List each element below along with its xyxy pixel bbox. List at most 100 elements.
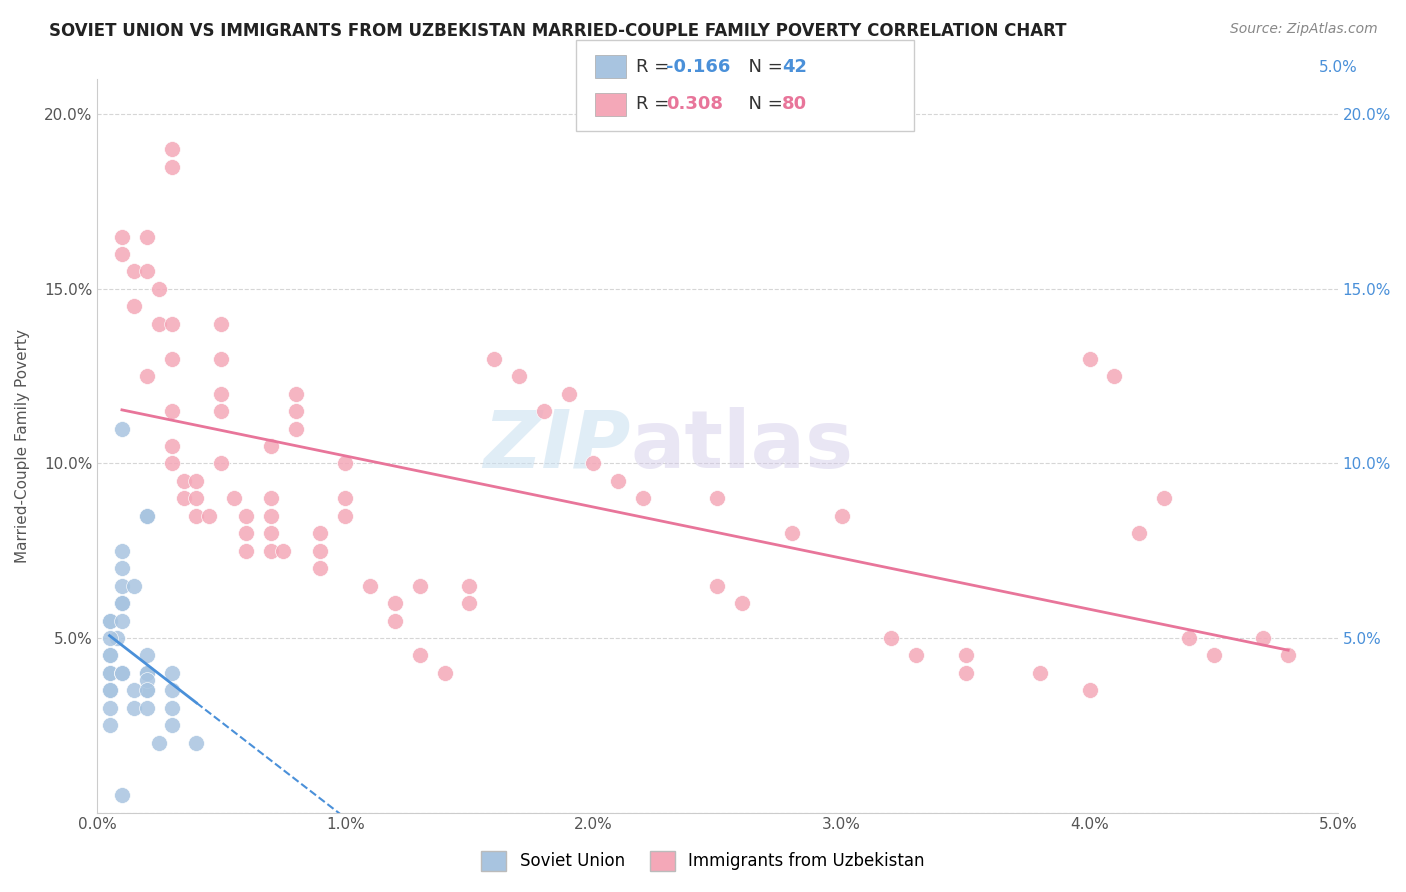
Text: ZIP: ZIP	[484, 407, 631, 485]
Point	[186, 474, 208, 488]
Point	[1253, 631, 1275, 645]
Point	[111, 596, 134, 610]
Point	[955, 648, 977, 663]
Point	[111, 665, 134, 680]
Text: SOVIET UNION VS IMMIGRANTS FROM UZBEKISTAN MARRIED-COUPLE FAMILY POVERTY CORRELA: SOVIET UNION VS IMMIGRANTS FROM UZBEKIST…	[49, 22, 1067, 40]
Point	[209, 386, 232, 401]
Point	[111, 665, 134, 680]
Point	[160, 404, 183, 418]
Point	[148, 282, 170, 296]
Point	[260, 508, 283, 523]
Point	[160, 683, 183, 698]
Point	[235, 526, 257, 541]
Point	[533, 404, 555, 418]
Text: Source: ZipAtlas.com: Source: ZipAtlas.com	[1230, 22, 1378, 37]
Point	[173, 474, 195, 488]
Point	[135, 369, 157, 384]
Point	[1277, 648, 1299, 663]
Point	[105, 631, 128, 645]
Point	[98, 683, 121, 698]
Point	[98, 614, 121, 628]
Point	[235, 543, 257, 558]
Point	[160, 718, 183, 732]
Point	[160, 351, 183, 366]
Point	[111, 421, 134, 435]
Point	[111, 614, 134, 628]
Point	[458, 579, 481, 593]
Point	[284, 386, 307, 401]
Point	[335, 491, 357, 506]
Point	[384, 614, 406, 628]
Point	[557, 386, 579, 401]
Point	[271, 543, 294, 558]
Point	[148, 736, 170, 750]
Point	[260, 491, 283, 506]
Point	[309, 543, 332, 558]
Text: -0.166: -0.166	[666, 58, 731, 76]
Point	[284, 404, 307, 418]
Point	[135, 648, 157, 663]
Point	[98, 683, 121, 698]
Point	[1029, 665, 1052, 680]
Point	[111, 543, 134, 558]
Point	[124, 264, 146, 278]
Point	[160, 457, 183, 471]
Point	[706, 579, 728, 593]
Text: R =: R =	[636, 95, 675, 113]
Point	[433, 665, 456, 680]
Point	[335, 508, 357, 523]
Point	[359, 579, 381, 593]
Point	[209, 317, 232, 331]
Point	[135, 701, 157, 715]
Point	[148, 317, 170, 331]
Point	[124, 701, 146, 715]
Point	[706, 491, 728, 506]
Point	[135, 508, 157, 523]
Point	[508, 369, 530, 384]
Point	[631, 491, 654, 506]
Point	[173, 491, 195, 506]
Point	[1078, 351, 1101, 366]
Text: 42: 42	[782, 58, 807, 76]
Point	[98, 648, 121, 663]
Legend: Soviet Union, Immigrants from Uzbekistan: Soviet Union, Immigrants from Uzbekistan	[472, 842, 934, 880]
Point	[124, 579, 146, 593]
Point	[384, 596, 406, 610]
Point	[309, 526, 332, 541]
Text: N =: N =	[737, 95, 789, 113]
Point	[160, 142, 183, 156]
Point	[135, 508, 157, 523]
Y-axis label: Married-Couple Family Poverty: Married-Couple Family Poverty	[15, 329, 30, 563]
Point	[111, 596, 134, 610]
Point	[98, 665, 121, 680]
Point	[309, 561, 332, 575]
Point	[98, 665, 121, 680]
Point	[135, 665, 157, 680]
Point	[335, 457, 357, 471]
Point	[209, 404, 232, 418]
Point	[160, 317, 183, 331]
Point	[160, 160, 183, 174]
Point	[1078, 683, 1101, 698]
Point	[124, 683, 146, 698]
Point	[111, 788, 134, 802]
Text: 0.308: 0.308	[666, 95, 724, 113]
Point	[186, 508, 208, 523]
Point	[135, 665, 157, 680]
Point	[135, 683, 157, 698]
Point	[135, 673, 157, 687]
Point	[260, 526, 283, 541]
Point	[458, 596, 481, 610]
Point	[955, 665, 977, 680]
Point	[607, 474, 630, 488]
Point	[111, 247, 134, 261]
Point	[482, 351, 505, 366]
Point	[160, 439, 183, 453]
Point	[160, 701, 183, 715]
Text: R =: R =	[636, 58, 675, 76]
Point	[160, 665, 183, 680]
Point	[135, 264, 157, 278]
Point	[98, 648, 121, 663]
Point	[1128, 526, 1150, 541]
Point	[111, 665, 134, 680]
